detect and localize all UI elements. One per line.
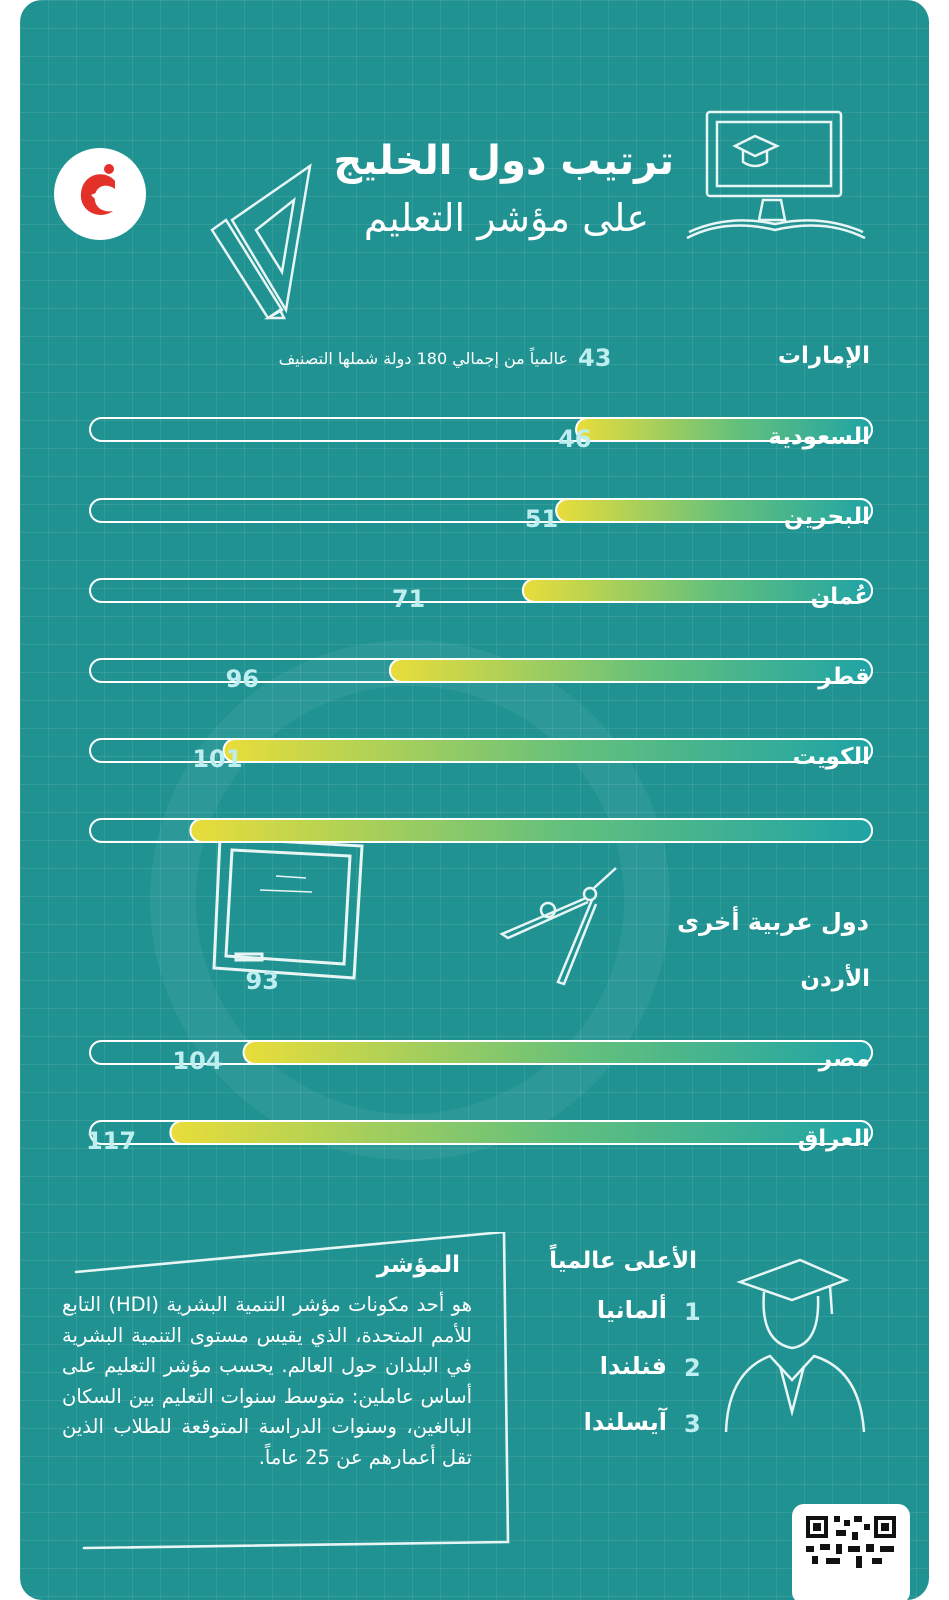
rank-value-8: 104 <box>172 1047 223 1075</box>
top-countries-title: الأعلى عالمياً <box>549 1248 697 1274</box>
qr-code[interactable] <box>792 1504 910 1600</box>
title-line-1: ترتيب دول الخليج <box>333 138 674 184</box>
top-rank-2: 2 <box>684 1354 701 1382</box>
country-label-6: الكويت <box>792 744 870 770</box>
country-label-9: العراق <box>797 1126 870 1152</box>
bar-2 <box>555 498 873 523</box>
top-rank-3: 3 <box>684 1410 701 1438</box>
chalkboard-icon <box>212 836 364 980</box>
computer-graduation-icon <box>686 110 866 240</box>
brand-logo <box>54 148 146 240</box>
top-rank-1: 1 <box>684 1298 701 1326</box>
rank-value-3: 51 <box>524 505 559 533</box>
indicator-box-frame <box>74 1232 510 1550</box>
rank-value-6: 101 <box>192 745 243 773</box>
country-label-3: البحرين <box>783 504 870 530</box>
rank-value-7: 93 <box>245 967 279 995</box>
indicator-box: المؤشر هو أحد مكونات مؤشر التنمية البشري… <box>62 1232 510 1552</box>
bar-7 <box>242 1040 874 1065</box>
other-countries-heading: دول عربية أخرى <box>677 908 869 936</box>
country-label-4: عُمان <box>810 584 870 610</box>
bar-4 <box>388 658 873 683</box>
country-label-2: السعودية <box>768 424 870 450</box>
rank-value-5: 96 <box>225 665 259 693</box>
qr-code-icon <box>806 1516 896 1568</box>
rank-value-9: 117 <box>85 1127 137 1155</box>
logo-icon <box>80 164 115 215</box>
country-label-1: الإمارات <box>777 343 870 369</box>
top-country-2: فنلندا <box>599 1352 667 1380</box>
ranking-note: عالمياً من إجمالي 180 دولة شملها التصنيف <box>278 349 569 368</box>
bar-1 <box>575 417 873 442</box>
bar-3 <box>521 578 873 603</box>
rank-value-4: 71 <box>391 585 426 613</box>
bar-5 <box>222 738 874 763</box>
bar-6 <box>189 818 874 843</box>
country-label-7: الأردن <box>800 966 870 992</box>
indicator-text: هو أحد مكونات مؤشر التنمية البشرية (HDI)… <box>62 1293 473 1469</box>
country-label-5: قطر <box>818 664 870 690</box>
rank-value-2: 46 <box>558 425 592 453</box>
country-label-8: مصر <box>818 1046 870 1072</box>
compass-icon <box>499 867 617 986</box>
indicator-title: المؤشر <box>376 1252 460 1278</box>
ranking-bar-chart <box>89 417 874 1145</box>
ruler-pencil-icon <box>210 163 312 320</box>
rank-value-1: 43 <box>578 344 612 372</box>
graduate-icon <box>724 1258 866 1433</box>
bar-8 <box>169 1120 873 1145</box>
infographic-card: ترتيب دول الخليج على مؤشر التعليم عالميا… <box>20 0 929 1600</box>
title-line-2: على مؤشر التعليم <box>363 196 649 240</box>
top-country-3: آيسلندا <box>583 1408 667 1436</box>
top-country-1: ألمانيا <box>596 1296 667 1324</box>
